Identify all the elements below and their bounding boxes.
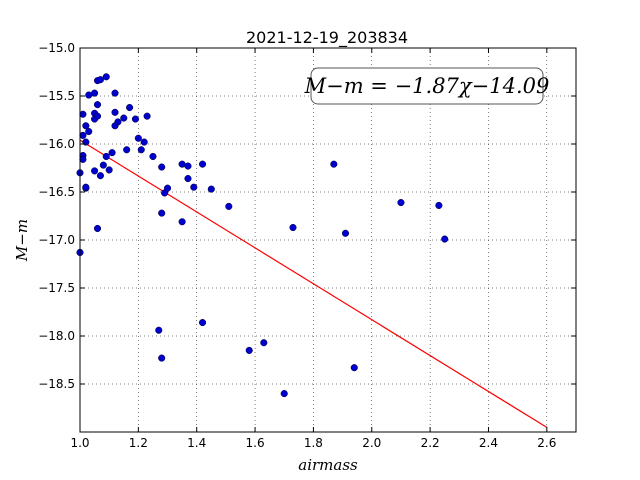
data-points [76,73,449,398]
y-tick-label: −18.0 [38,329,75,343]
data-point [79,131,87,139]
data-point [108,149,116,157]
x-tick-label: 1.2 [129,436,148,450]
data-point [198,160,207,168]
y-axis-label: M−m [13,219,31,262]
equation-annotation: M−m = −1.87χ−14.09 [304,67,550,105]
data-point [85,127,93,136]
data-point [79,155,87,163]
data-point [158,209,166,217]
y-tick-label: −16.5 [38,185,75,199]
data-point [178,218,186,226]
y-tick-label: −16.0 [38,137,75,151]
data-point [137,146,145,154]
data-point [120,114,128,122]
y-axis-ticks: −15.0 −15.5 −16.0 −16.5 −17.0 −17.5 −18.0 −18.5 [38,41,576,391]
data-point [225,202,233,210]
data-point [96,172,104,180]
data-point [111,89,119,97]
data-point [91,167,99,175]
data-point [158,163,166,171]
data-point [184,162,192,170]
data-point [96,76,104,84]
data-point [111,108,119,116]
data-point [350,364,358,372]
data-point [184,175,192,183]
x-axis-ticks: 1.0 1.2 1.4 1.6 1.8 2.0 2.2 2.4 2.6 [70,48,556,450]
x-tick-label: 2.4 [479,436,498,450]
x-tick-label: 2.6 [537,436,556,450]
data-point [93,224,102,233]
data-point [123,146,131,154]
data-point [207,185,215,193]
data-point [131,115,139,123]
data-point [190,183,198,191]
x-tick-label: 2.0 [362,436,381,450]
data-point [155,326,163,334]
data-point [158,354,166,362]
data-point [79,110,87,118]
fit-line [79,139,548,428]
data-point [105,166,113,174]
data-point [435,201,443,209]
data-point [260,339,268,347]
data-point [289,223,297,232]
chart-title: 2021-12-19_203834 [246,28,408,48]
data-point [280,390,288,398]
data-point [397,199,405,207]
data-point [114,118,122,126]
data-point [330,160,338,168]
fit-line-layer [79,139,548,428]
data-point [140,138,148,146]
x-tick-label: 2.2 [421,436,440,450]
y-tick-label: −18.5 [38,377,75,391]
y-tick-label: −15.5 [38,89,75,103]
data-point [198,319,207,327]
data-point [341,229,350,237]
data-point [93,112,102,120]
x-tick-label: 1.4 [187,436,206,450]
data-point [82,183,90,191]
data-point [99,161,107,169]
x-tick-label: 1.8 [304,436,323,450]
y-tick-label: −15.0 [38,41,75,55]
data-point [149,152,157,161]
data-point [102,152,110,161]
data-point [91,89,99,97]
data-point [441,235,449,243]
x-axis-label: airmass [298,456,358,474]
data-point [102,73,110,81]
data-point [82,122,90,130]
data-point [93,101,102,109]
annotation-box [310,67,544,105]
data-point [163,184,172,192]
y-tick-label: −17.5 [38,281,75,295]
data-point [134,134,142,142]
annotation-text: M−m = −1.87χ−14.09 [304,74,550,98]
x-tick-label: 1.0 [70,436,89,450]
data-point [126,103,134,112]
x-tick-label: 1.6 [246,436,265,450]
data-point [143,112,151,120]
data-point [245,346,253,354]
y-tick-label: −17.0 [38,233,75,247]
